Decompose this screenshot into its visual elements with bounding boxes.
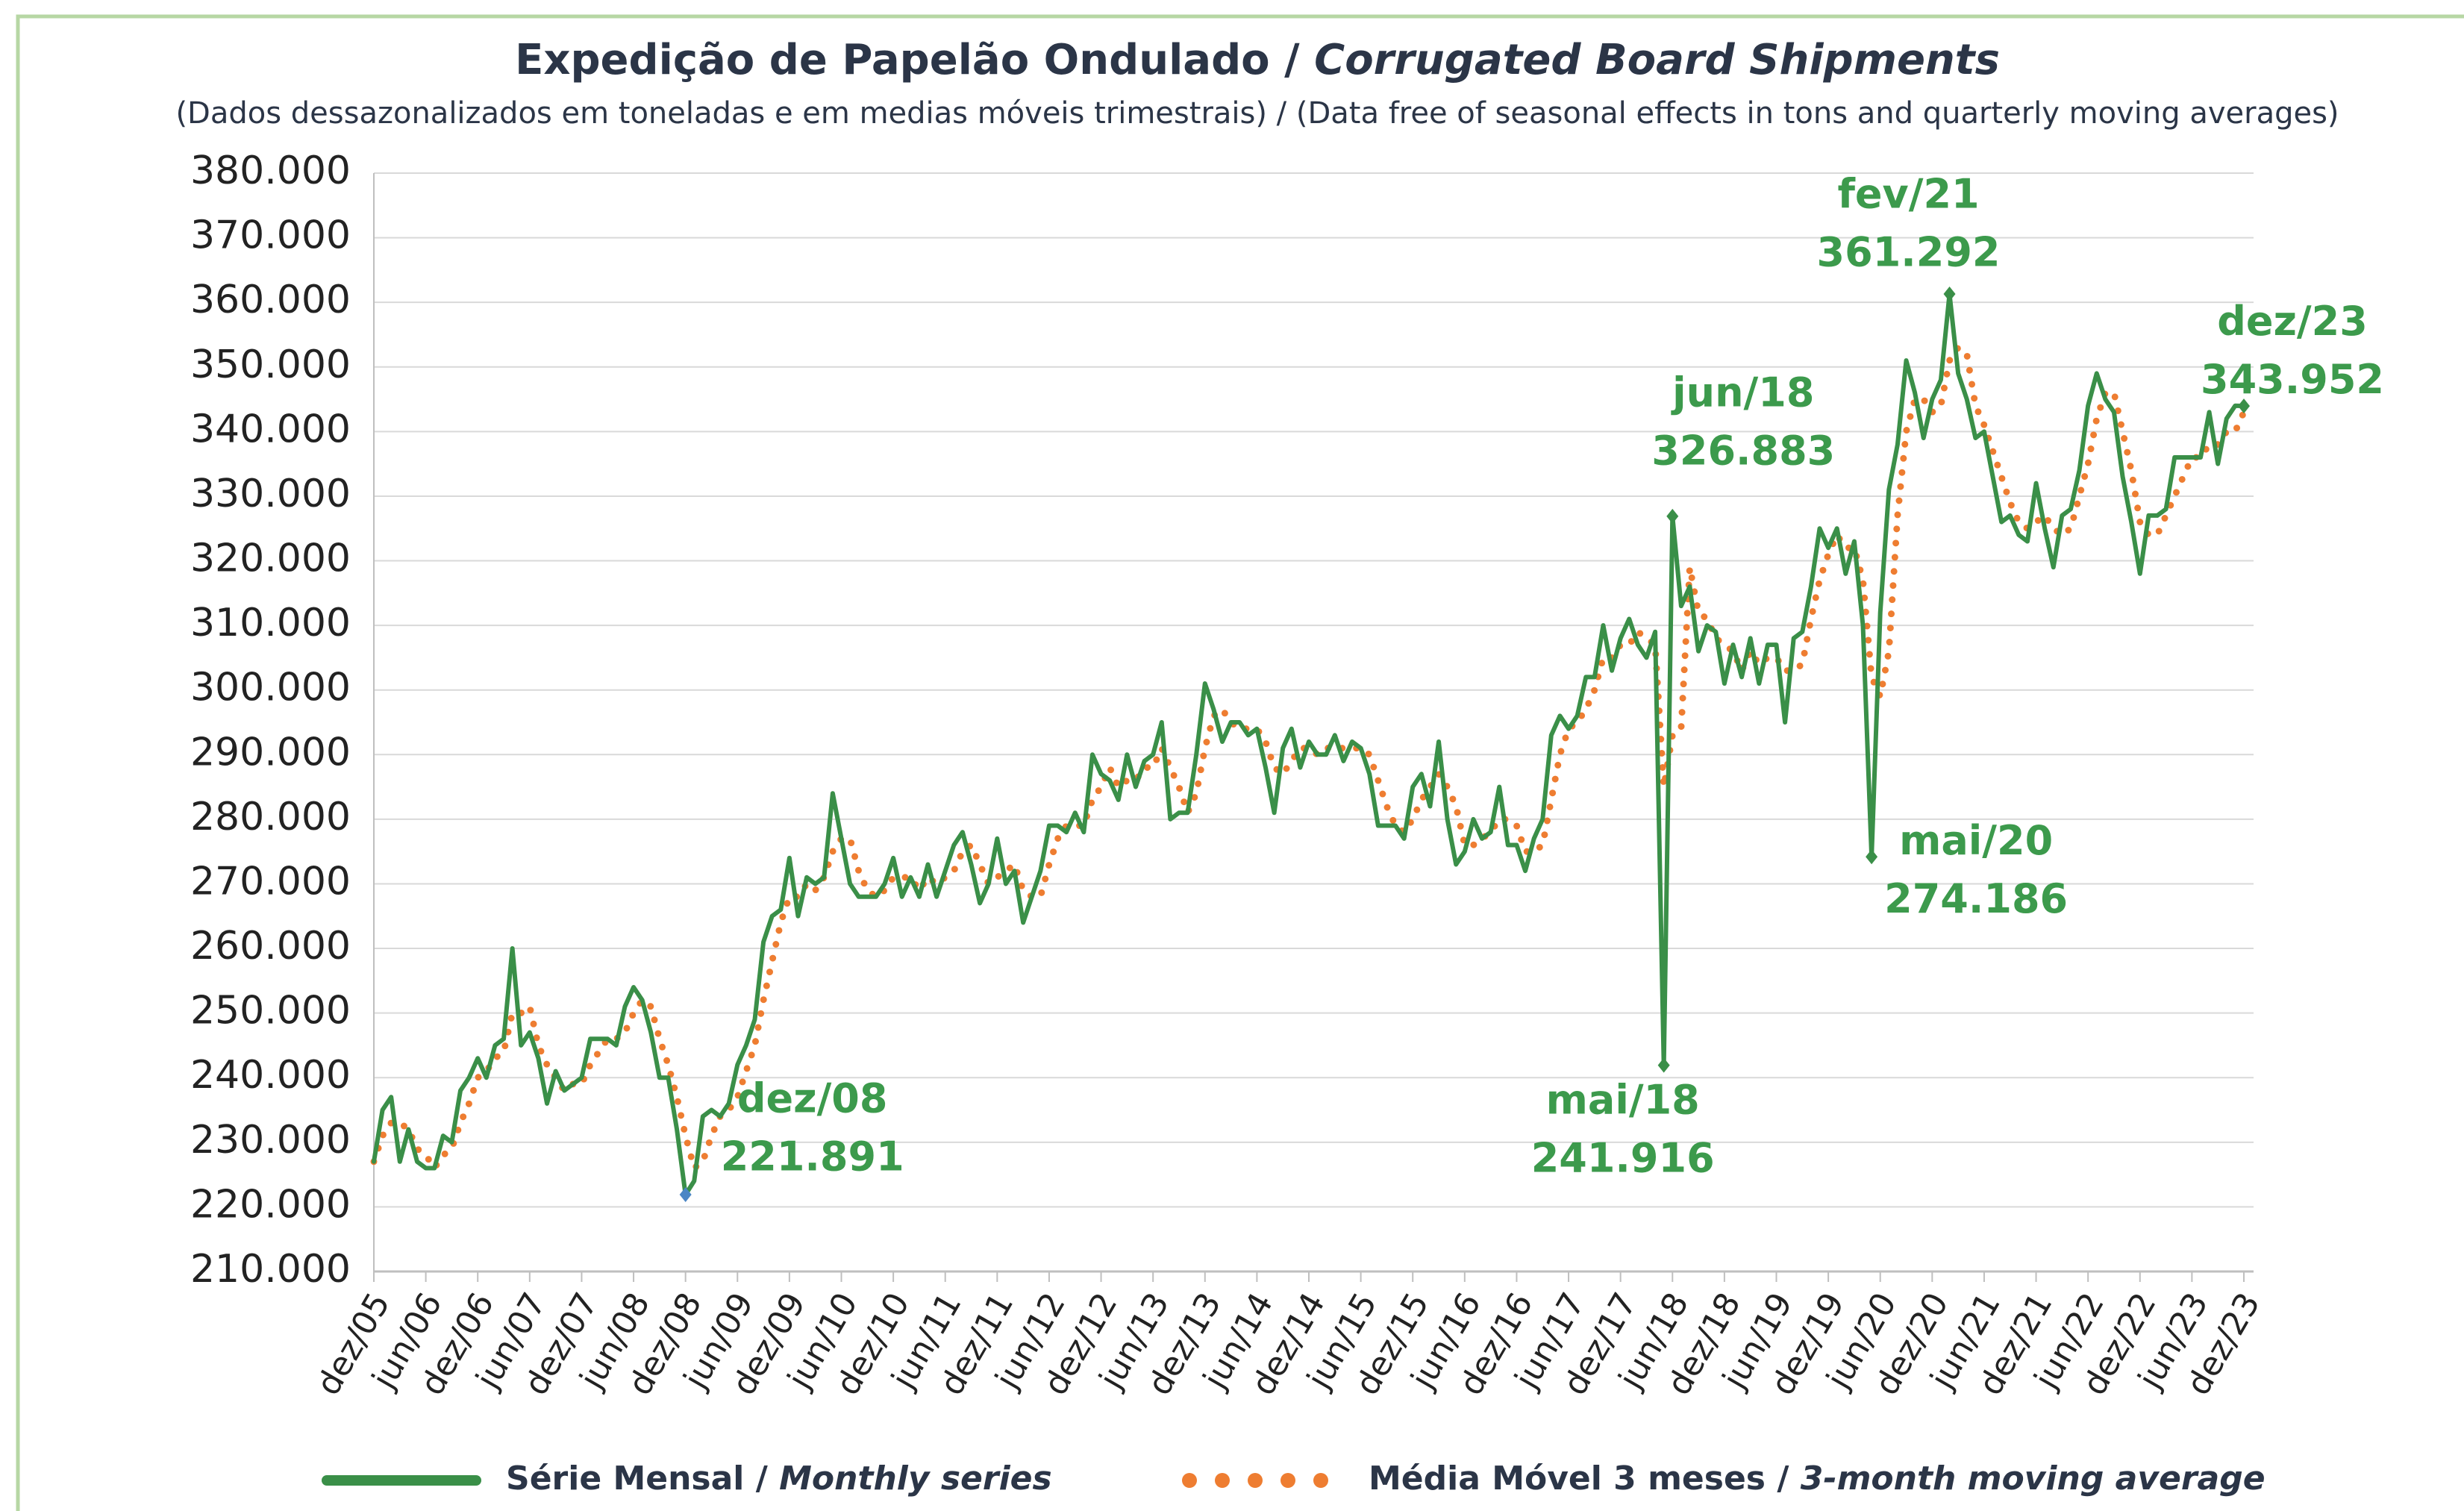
y-tick-label: 300.000 — [190, 666, 351, 710]
y-tick-label: 280.000 — [190, 795, 351, 839]
annotation-marker — [1866, 849, 1878, 865]
annotation-date: mai/20 — [1899, 817, 2053, 864]
y-tick-label: 320.000 — [190, 536, 351, 581]
annotation-value: 221.891 — [721, 1133, 904, 1180]
annotation-value: 274.186 — [1884, 875, 2068, 922]
annotation-marker — [2238, 398, 2250, 414]
annotation-value: 241.916 — [1531, 1134, 1715, 1181]
legend-label: Série Mensal / Monthly series — [506, 1460, 1052, 1498]
y-tick-label: 270.000 — [190, 859, 351, 904]
annotation-marker — [1657, 1057, 1670, 1073]
legend-label: Média Móvel 3 meses / 3-month moving ave… — [1369, 1460, 2266, 1498]
y-tick-label: 290.000 — [190, 730, 351, 775]
y-tick-label: 380.000 — [190, 148, 351, 193]
annotation-date: dez/08 — [737, 1075, 888, 1122]
y-tick-label: 260.000 — [190, 924, 351, 969]
annotation-date: fev/21 — [1837, 171, 1979, 218]
y-tick-label: 250.000 — [190, 989, 351, 1033]
annotation-marker — [679, 1187, 692, 1203]
y-tick-label: 220.000 — [190, 1182, 351, 1227]
moving-average-line — [370, 344, 2248, 1171]
frame — [16, 14, 2464, 1511]
y-tick-label: 310.000 — [190, 601, 351, 645]
annotation-marker — [1666, 508, 1679, 524]
annotation-marker — [1943, 286, 1956, 301]
y-tick-label: 330.000 — [190, 472, 351, 516]
annotation-value: 343.952 — [2201, 356, 2384, 403]
y-tick-label: 210.000 — [190, 1247, 351, 1292]
y-tick-label: 350.000 — [190, 342, 351, 387]
annotation-value: 326.883 — [1651, 428, 1835, 475]
y-tick-label: 340.000 — [190, 407, 351, 451]
y-tick-label: 370.000 — [190, 213, 351, 258]
chart-title: Expedição de Papelão Ondulado / Corrugat… — [515, 36, 2000, 84]
chart-subtitle: (Dados dessazonalizados em toneladas e e… — [175, 96, 2339, 131]
y-tick-label: 240.000 — [190, 1053, 351, 1098]
annotation-date: jun/18 — [1671, 369, 1814, 416]
annotation-date: dez/23 — [2217, 298, 2368, 345]
y-tick-label: 230.000 — [190, 1118, 351, 1163]
annotation-value: 361.292 — [1817, 229, 2001, 276]
y-tick-label: 360.000 — [190, 278, 351, 322]
annotation-date: mai/18 — [1546, 1076, 1700, 1123]
